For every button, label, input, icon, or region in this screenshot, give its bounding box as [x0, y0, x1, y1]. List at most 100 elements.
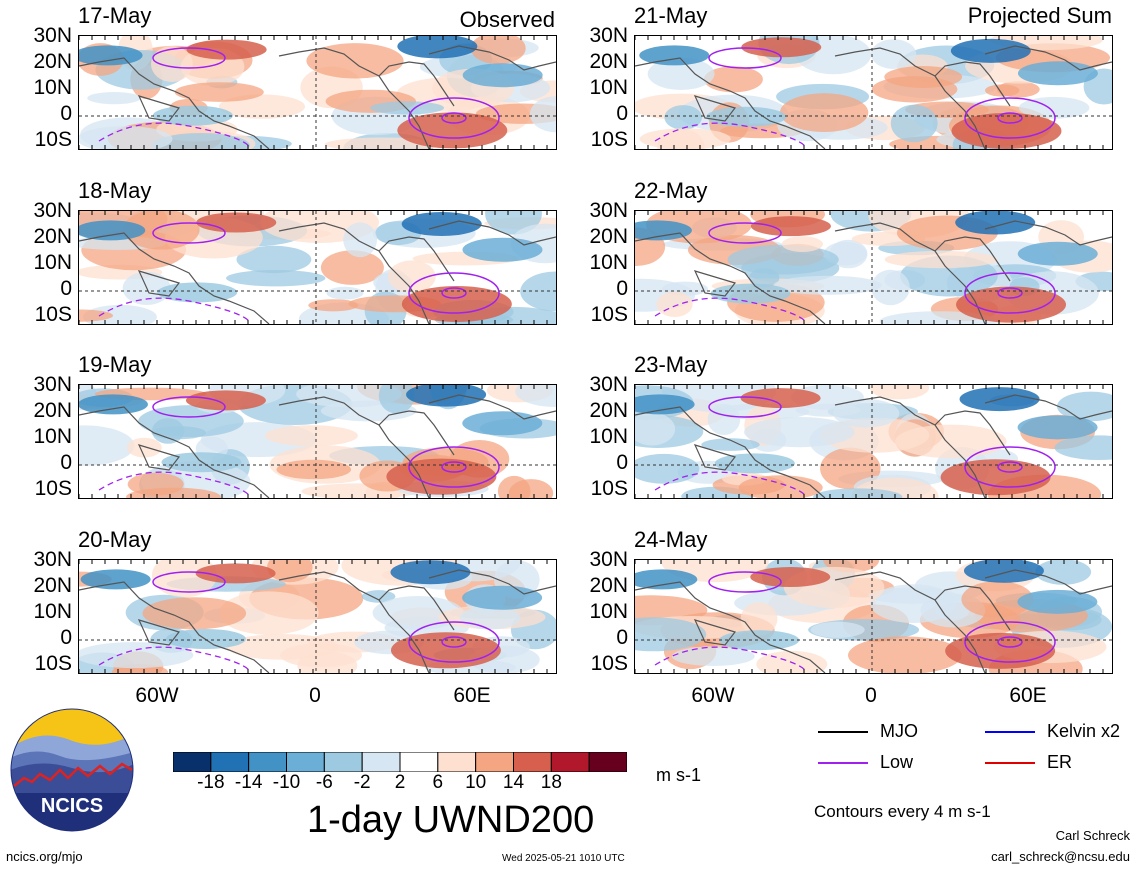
wind-field-blob — [744, 417, 855, 448]
wind-field-blob — [79, 425, 135, 466]
wind-field-core — [195, 563, 276, 584]
legend-label-mjo: MJO — [880, 721, 918, 741]
wind-field-blob — [306, 43, 404, 79]
map-panel-projected-24may — [634, 559, 1113, 674]
low-contour — [408, 621, 500, 663]
wind-field-core — [462, 63, 543, 88]
coastline — [137, 619, 181, 646]
colorbar-title: 1-day UWND200 — [307, 799, 595, 841]
wind-field-blob — [123, 211, 200, 250]
low-contour — [708, 396, 782, 418]
wind-field-blob — [326, 286, 364, 300]
colorbar-swatch — [173, 752, 212, 772]
colorbar-tick-label: -14 — [234, 772, 263, 793]
low-contour — [997, 112, 1023, 124]
wind-field-blob — [810, 621, 865, 638]
colorbar-tick-label: 10 — [465, 772, 487, 793]
coastline — [378, 236, 455, 282]
low-contour-dashed — [98, 122, 250, 147]
colorbar-tick-label: 6 — [432, 772, 444, 793]
legend-line-mjo — [818, 731, 868, 733]
colorbar-swatch — [437, 752, 477, 772]
colorbar-swatch — [248, 752, 287, 772]
low-contour — [441, 461, 467, 473]
lat-label: 30N — [33, 199, 72, 222]
low-contour — [708, 222, 782, 244]
wind-field-core — [740, 388, 821, 409]
wind-field-blob — [781, 236, 823, 252]
low-contour — [152, 396, 226, 418]
map-panel-projected-21may — [634, 35, 1113, 150]
wind-field-blob — [370, 101, 445, 115]
wind-field-blob — [870, 584, 957, 623]
wind-field-core — [386, 458, 497, 495]
wind-field-blob — [151, 426, 206, 440]
wind-field-core — [741, 37, 822, 58]
wind-field-core — [635, 220, 692, 241]
coastline — [984, 220, 1112, 246]
panel-date-label: 18-May — [78, 178, 152, 203]
wind-field-blob — [378, 385, 415, 414]
map-panel-observed-18may — [78, 210, 557, 325]
lat-label: 10S — [34, 303, 72, 326]
low-contour — [152, 47, 226, 69]
lat-label: 20N — [33, 574, 72, 597]
website-link[interactable]: ncics.org/mjo — [6, 849, 83, 864]
coastline — [635, 57, 826, 149]
wind-field-blob — [127, 437, 162, 458]
wind-field-blob — [869, 385, 930, 400]
wind-field-blob — [779, 93, 869, 132]
wind-field-core — [1017, 61, 1098, 86]
wind-field-core — [79, 394, 148, 415]
wind-field-blob — [890, 104, 938, 143]
wind-field-blob — [226, 270, 326, 287]
wind-field-blob — [529, 96, 556, 133]
colorbar-tick-label: 18 — [540, 772, 562, 793]
panel-date-label: 24-May — [634, 527, 708, 552]
wind-field-core — [390, 560, 471, 585]
wind-field-core — [390, 632, 501, 669]
colorbar-swatch — [399, 752, 439, 772]
wind-field-blob — [79, 642, 194, 669]
coastline — [428, 569, 556, 595]
panel-date-label: 20-May — [78, 527, 152, 552]
wind-field-core — [196, 212, 277, 233]
legend-label-er: ER — [1047, 752, 1073, 772]
wind-field-blob — [656, 291, 693, 317]
lat-label: 30N — [33, 373, 72, 396]
wind-field-blob — [795, 403, 861, 417]
colorbar-tick-label: -10 — [272, 772, 301, 793]
lat-label: 10S — [590, 128, 628, 151]
coastline — [137, 444, 181, 471]
wind-field-blob — [387, 260, 436, 293]
wind-field-core — [706, 106, 787, 127]
coastline — [137, 95, 181, 122]
wind-field-blob — [707, 403, 741, 435]
coastline — [984, 45, 1112, 71]
wind-field-blob — [749, 268, 780, 288]
wind-field-blob — [276, 459, 352, 480]
low-contour — [441, 287, 467, 299]
coastline — [635, 406, 826, 498]
lat-label: 10N — [589, 425, 628, 448]
colorbar-swatch — [323, 752, 363, 772]
lat-label: 10N — [33, 425, 72, 448]
author-email[interactable]: carl_schreck@ncsu.edu — [991, 849, 1130, 864]
low-contour-dashed — [654, 646, 806, 671]
lat-label: 10N — [33, 76, 72, 99]
low-contour — [997, 636, 1023, 648]
lat-label: 0 — [60, 277, 72, 300]
wind-field-blob — [127, 472, 184, 496]
coastline — [428, 45, 556, 71]
lat-label: 10N — [589, 600, 628, 623]
wind-field-blob — [152, 133, 250, 149]
wind-field-core — [1017, 241, 1098, 266]
coastline — [934, 61, 1011, 107]
wind-field-core — [710, 283, 791, 304]
wind-field-core — [1017, 415, 1098, 440]
low-contour — [408, 272, 500, 314]
wind-field-core — [956, 286, 1067, 323]
panel-date-label: 21-May — [634, 3, 708, 28]
lat-label: 30N — [33, 24, 72, 47]
low-contour-dashed — [98, 646, 250, 671]
